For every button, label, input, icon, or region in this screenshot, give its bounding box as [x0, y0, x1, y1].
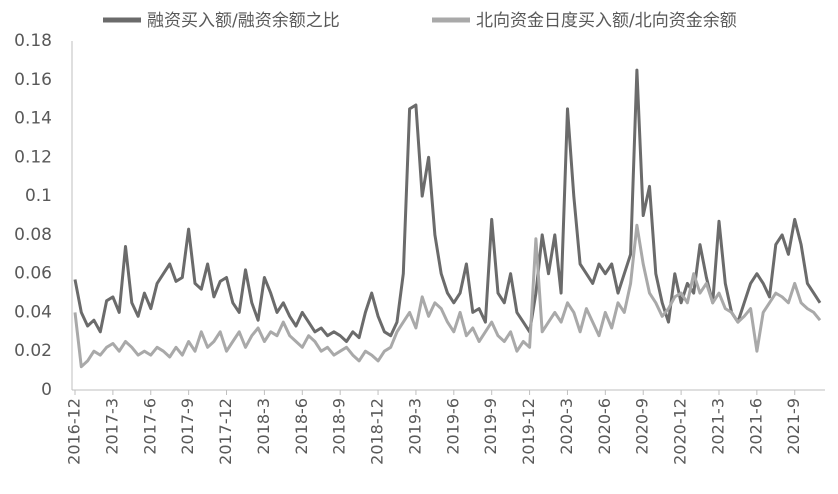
x-tick-label: 2016-12	[65, 398, 84, 465]
x-tick-label: 2018-6	[292, 398, 311, 455]
series-line	[73, 223, 822, 369]
x-tick-label: 2018-9	[330, 398, 349, 455]
x-tick-label: 2018-3	[254, 398, 273, 455]
x-tick-label: 2020-3	[557, 398, 576, 455]
x-tick-label: 2020-9	[633, 398, 652, 455]
x-tick-label: 2019-6	[443, 398, 462, 455]
y-tick-label: 0.1	[25, 186, 52, 206]
series-line	[73, 68, 822, 343]
x-tick-label: 2021-3	[708, 398, 727, 455]
y-tick-label: 0.12	[14, 147, 52, 167]
x-tick-label: 2019-9	[481, 398, 500, 455]
x-tick-label: 2020-6	[595, 398, 614, 455]
legend-label: 融资买入额/融资余额之比	[147, 11, 340, 31]
y-tick-label: 0.08	[14, 225, 52, 245]
y-tick-label: 0.04	[14, 302, 52, 322]
x-tick-label: 2020-12	[671, 398, 690, 465]
y-tick-label: 0.14	[14, 109, 52, 129]
y-tick-label: 0.06	[14, 264, 52, 284]
legend-label: 北向资金日度买入额/北向资金余额	[476, 11, 737, 31]
y-tick-label: 0.02	[14, 341, 52, 361]
x-tick-label: 2021-6	[746, 398, 765, 455]
y-tick-label: 0.16	[14, 70, 52, 90]
x-tick-label: 2017-9	[178, 398, 197, 455]
x-tick-label: 2019-12	[519, 398, 538, 465]
y-tick-label: 0	[41, 380, 52, 400]
x-tick-label: 2021-9	[784, 398, 803, 455]
x-tick-label: 2018-12	[368, 398, 387, 465]
x-tick-label: 2017-3	[102, 398, 121, 455]
x-tick-label: 2019-3	[405, 398, 424, 455]
x-tick-label: 2017-12	[216, 398, 235, 465]
y-tick-label: 0.18	[14, 31, 52, 51]
x-tick-label: 2017-6	[140, 398, 159, 455]
